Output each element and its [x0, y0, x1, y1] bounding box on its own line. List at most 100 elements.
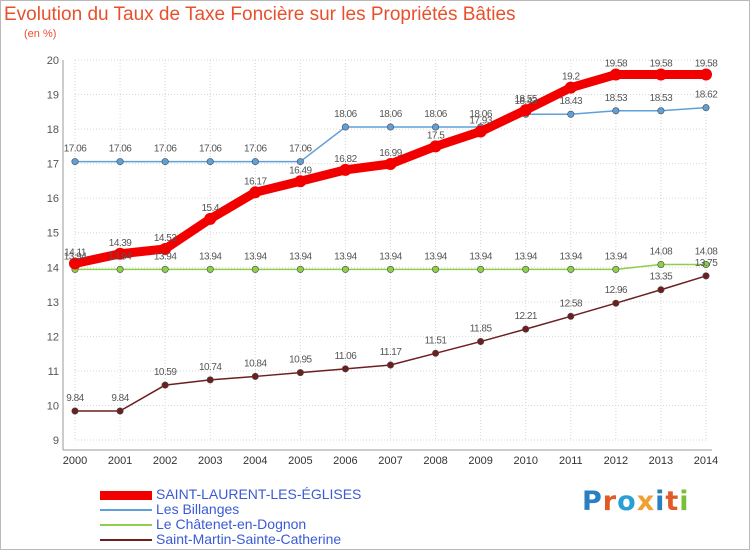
data-label: 13.94 — [560, 251, 583, 262]
data-point — [567, 265, 575, 273]
x-tick-label: 2013 — [649, 455, 673, 467]
y-tick-label: 9 — [53, 435, 59, 447]
data-point — [519, 104, 532, 117]
data-label: 14.39 — [109, 238, 132, 249]
data-point — [477, 265, 485, 273]
data-point — [700, 68, 712, 81]
y-tick-label: 16 — [47, 193, 59, 205]
legend-swatch — [100, 490, 152, 500]
data-point — [432, 123, 440, 131]
data-label: 13.94 — [469, 251, 492, 262]
data-point — [522, 265, 530, 273]
proxiti-logo: Proxiti — [582, 486, 690, 517]
x-tick-label: 2009 — [468, 455, 492, 467]
data-point — [116, 158, 124, 166]
x-tick-label: 2014 — [694, 455, 718, 467]
data-label: 12.21 — [514, 311, 537, 322]
data-label: 13.94 — [514, 251, 537, 262]
data-label: 16.49 — [289, 165, 312, 176]
data-point — [159, 242, 172, 255]
data-point — [296, 369, 304, 377]
legend-label: Les Billanges — [156, 501, 240, 517]
data-label: 13.75 — [695, 258, 718, 269]
data-label: 13.35 — [650, 272, 673, 283]
data-point — [654, 68, 667, 81]
x-tick-label: 2006 — [333, 455, 357, 467]
data-point — [386, 123, 394, 131]
data-label: 13.94 — [244, 251, 267, 262]
data-label: 13.94 — [605, 251, 628, 262]
y-tick-label: 12 — [47, 331, 59, 343]
y-tick-label: 19 — [47, 90, 59, 102]
x-tick-label: 2003 — [198, 455, 222, 467]
data-label: 18.43 — [514, 96, 537, 107]
y-tick-label: 13 — [47, 297, 59, 309]
data-point — [204, 212, 217, 225]
data-label: 13.94 — [289, 251, 312, 262]
data-point — [702, 104, 710, 112]
data-label: 13.94 — [64, 251, 87, 262]
data-label: 18.06 — [379, 109, 402, 120]
data-label: 17.06 — [109, 144, 132, 155]
data-point — [384, 157, 397, 170]
data-label: 11.85 — [470, 324, 493, 335]
data-label: 18.53 — [650, 93, 673, 104]
data-point — [251, 372, 259, 380]
y-tick-label: 11 — [48, 366, 59, 378]
data-label: 19.58 — [695, 59, 718, 70]
data-label: 15.4 — [201, 203, 219, 214]
data-point — [657, 107, 665, 115]
data-label: 10.84 — [244, 358, 267, 369]
y-tick-label: 10 — [47, 400, 59, 412]
y-tick-label: 20 — [47, 55, 59, 67]
legend-label: Saint-Martin-Sainte-Catherine — [156, 531, 342, 547]
x-tick-label: 2011 — [559, 455, 583, 467]
data-point — [522, 325, 530, 333]
data-point — [249, 186, 262, 199]
data-point — [612, 107, 620, 115]
data-label: 14.11 — [64, 247, 87, 258]
legend-label: Le Châtenet-en-Dognon — [156, 516, 307, 532]
data-label: 18.53 — [605, 93, 628, 104]
x-tick-label: 2001 — [108, 455, 132, 467]
data-point — [657, 286, 665, 294]
data-label: 10.95 — [289, 355, 312, 366]
data-point — [161, 381, 169, 389]
chart-title: Evolution du Taux de Taxe Foncière sur l… — [4, 4, 516, 25]
data-label: 16.99 — [379, 148, 402, 159]
x-tick-label: 2002 — [153, 455, 177, 467]
x-tick-label: 2008 — [423, 455, 447, 467]
x-tick-label: 2000 — [63, 455, 87, 467]
data-label: 16.82 — [334, 154, 357, 165]
data-label: 19.58 — [650, 59, 673, 70]
data-point — [567, 110, 575, 118]
data-label: 14.08 — [650, 247, 673, 258]
data-point — [386, 265, 394, 273]
data-point — [702, 261, 710, 269]
data-label: 11.17 — [380, 347, 403, 358]
data-label: 17.93 — [469, 116, 492, 127]
data-label: 12.58 — [560, 298, 583, 309]
x-tick-label: 2005 — [288, 455, 312, 467]
data-label: 18.06 — [424, 109, 447, 120]
data-label: 18.43 — [560, 96, 583, 107]
data-point — [474, 125, 487, 138]
data-label: 11.51 — [425, 335, 448, 346]
data-point — [609, 68, 622, 81]
data-label: 16.17 — [244, 176, 267, 187]
data-label: 13.94 — [199, 251, 222, 262]
data-label: 14.08 — [695, 247, 718, 258]
data-point — [341, 365, 349, 373]
data-point — [341, 123, 349, 131]
data-label: 18.55 — [514, 94, 537, 105]
data-point — [161, 265, 169, 273]
data-label: 17.06 — [154, 144, 177, 155]
data-label: 17.06 — [199, 144, 222, 155]
data-point — [432, 265, 440, 273]
data-label: 9.84 — [66, 393, 84, 404]
data-label: 19.2 — [562, 72, 580, 83]
y-tick-label: 15 — [47, 228, 59, 240]
data-point — [116, 407, 124, 415]
data-point — [564, 81, 577, 94]
